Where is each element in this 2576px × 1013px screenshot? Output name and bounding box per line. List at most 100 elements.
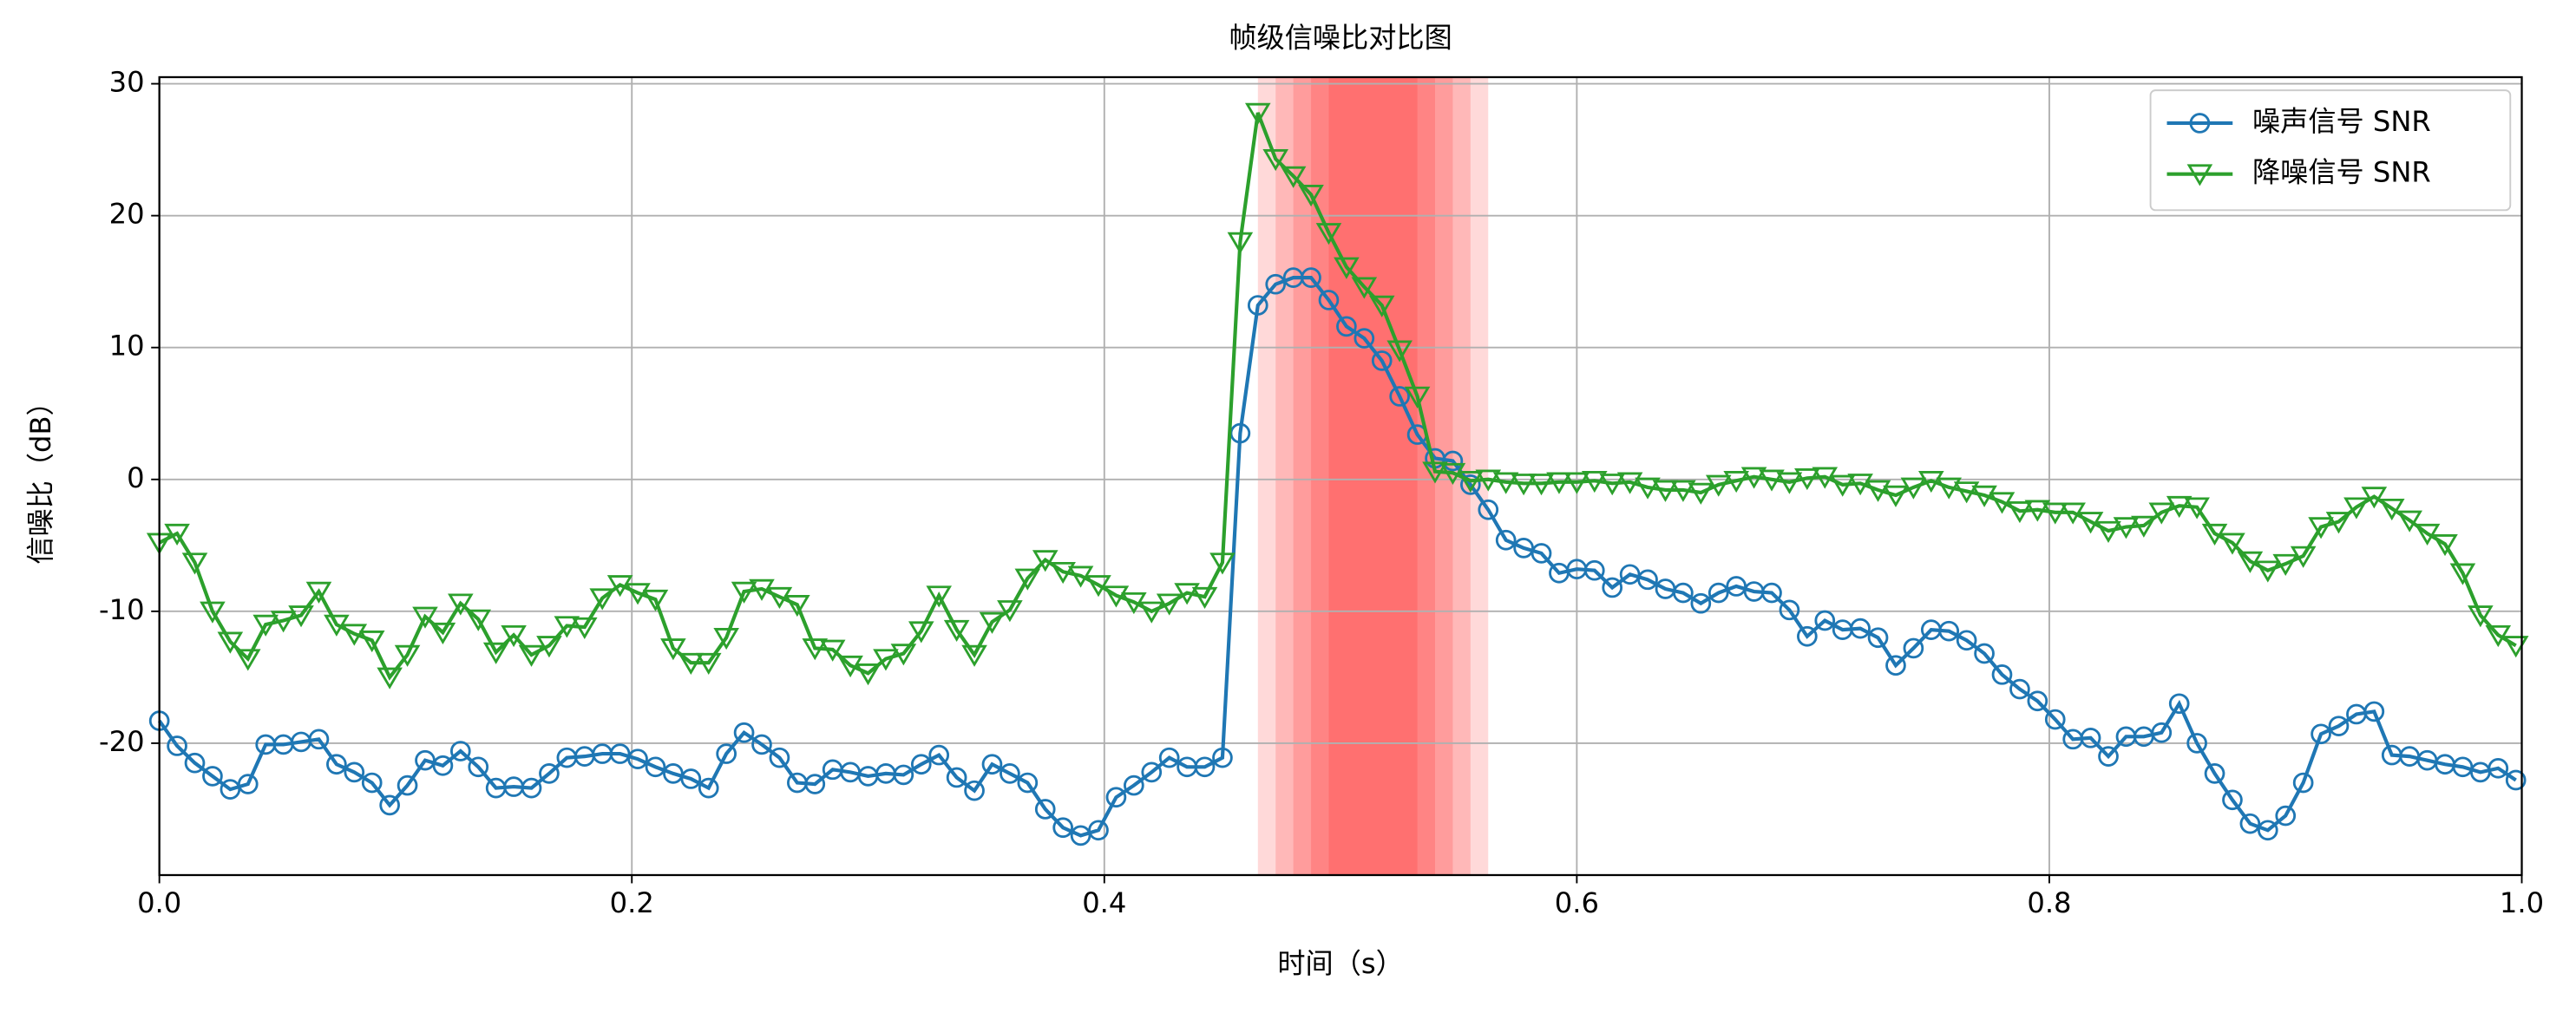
marker: [2189, 113, 2211, 134]
marker: [2255, 560, 2281, 583]
marker: [1495, 529, 1517, 551]
marker: [964, 780, 985, 801]
marker: [784, 594, 810, 618]
chart-title: 帧级信噪比对比图: [1229, 21, 1452, 54]
marker: [1088, 820, 1109, 841]
marker: [2343, 497, 2370, 520]
marker: [1956, 630, 1977, 651]
marker: [1386, 340, 1413, 363]
marker: [1103, 585, 1130, 608]
x-tick-label: 0.0: [137, 886, 181, 919]
marker: [1688, 482, 1714, 505]
marker: [397, 774, 418, 796]
marker: [1404, 386, 1431, 408]
marker: [2488, 757, 2509, 779]
marker: [1673, 582, 1694, 604]
marker: [2204, 763, 2225, 784]
marker: [2239, 813, 2261, 834]
marker: [1635, 477, 1661, 500]
marker: [1829, 474, 1856, 497]
highlight-span: [1311, 76, 1436, 875]
marker: [2222, 789, 2243, 811]
marker: [769, 747, 790, 768]
marker: [448, 593, 474, 616]
marker: [2186, 733, 2207, 754]
marker: [2363, 701, 2385, 722]
marker: [468, 756, 489, 778]
marker: [1194, 756, 1216, 778]
marker: [1105, 787, 1127, 808]
marker: [1315, 223, 1342, 245]
x-tick-label: 0.6: [1555, 886, 1599, 919]
marker: [1582, 471, 1608, 493]
marker: [1265, 273, 1287, 295]
series-line: [158, 112, 2517, 681]
marker: [2009, 678, 2030, 700]
marker: [2151, 722, 2173, 743]
marker: [200, 601, 226, 624]
x-tick-label: 0.8: [2027, 886, 2071, 919]
marker: [928, 744, 950, 766]
series-line: [157, 276, 2517, 838]
marker: [482, 642, 509, 664]
marker: [961, 644, 987, 667]
marker: [324, 614, 350, 637]
marker: [217, 631, 244, 654]
y-tick-label: -10: [99, 593, 145, 626]
marker: [184, 752, 206, 774]
marker: [1000, 763, 1020, 784]
y-tick-label: 30: [109, 66, 145, 99]
marker: [1991, 664, 2013, 685]
marker: [1797, 625, 1818, 647]
marker: [1812, 467, 1839, 489]
marker: [2449, 563, 2476, 585]
marker: [234, 649, 261, 671]
x-tick-label: 1.0: [2500, 886, 2544, 919]
marker: [2080, 728, 2101, 748]
highlight-span: [1328, 76, 1418, 875]
marker: [873, 649, 899, 671]
marker: [1067, 565, 1094, 588]
marker: [2131, 515, 2157, 538]
marker: [465, 609, 492, 631]
marker: [1158, 747, 1180, 768]
marker: [252, 614, 279, 637]
marker: [698, 777, 719, 799]
marker: [1191, 586, 1218, 609]
marker: [606, 575, 633, 598]
y-tick-label: 0: [127, 461, 144, 494]
marker: [1903, 637, 1924, 659]
marker: [1212, 747, 1233, 768]
marker: [1014, 568, 1041, 591]
marker: [855, 663, 882, 686]
marker: [394, 644, 421, 667]
y-tick-label: 10: [109, 330, 145, 363]
marker: [943, 619, 970, 643]
marker: [716, 743, 737, 764]
marker: [2113, 517, 2140, 539]
marker: [837, 655, 863, 678]
marker: [1847, 474, 1873, 496]
marker: [1318, 290, 1340, 310]
marker: [379, 794, 400, 816]
marker: [890, 644, 917, 666]
marker: [2328, 716, 2350, 736]
marker: [2432, 534, 2458, 557]
marker: [1708, 582, 1729, 604]
marker: [361, 772, 383, 794]
axes-frame: [158, 75, 2523, 877]
marker: [749, 578, 775, 601]
marker: [518, 644, 545, 667]
marker: [908, 621, 934, 644]
marker: [1121, 591, 1147, 615]
marker: [305, 581, 332, 604]
marker: [1528, 474, 1555, 496]
marker: [1475, 469, 1502, 492]
marker: [910, 754, 932, 775]
marker: [2060, 502, 2086, 525]
marker: [1442, 450, 1464, 472]
marker: [2414, 523, 2441, 546]
y-axis-label: 信噪比（dB）: [24, 388, 57, 564]
marker: [997, 600, 1023, 623]
legend-label: 噪声信号 SNR: [2252, 105, 2431, 138]
